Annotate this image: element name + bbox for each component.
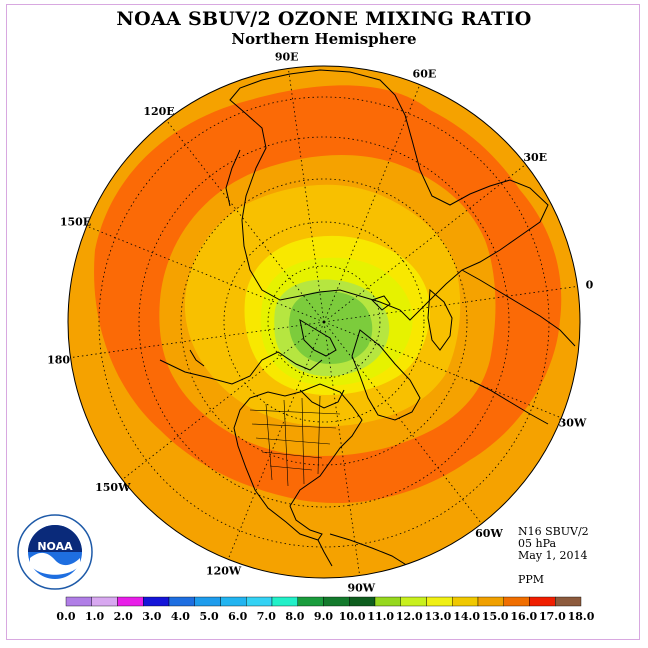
color-scale-swatch <box>555 596 582 607</box>
noaa-logo: NOAA <box>17 514 93 590</box>
color-scale-swatch <box>349 596 376 607</box>
color-scale-label: 12.0 <box>396 610 423 623</box>
longitude-label: 0 <box>586 279 594 292</box>
color-scale-swatch <box>143 596 170 607</box>
coast-arctic-islands <box>299 318 337 357</box>
color-scale-swatch <box>117 596 144 607</box>
color-scale-swatch <box>400 596 427 607</box>
coast-svalbard <box>371 295 391 311</box>
color-scale-label: 0.0 <box>56 610 75 623</box>
color-scale-label: 10.0 <box>339 610 366 623</box>
color-scale-label: 5.0 <box>200 610 219 623</box>
longitude-label: 120E <box>143 105 174 118</box>
info-date: May 1, 2014 <box>518 549 588 562</box>
color-scale-swatch <box>477 596 504 607</box>
color-scale-label: 4.0 <box>171 610 190 623</box>
longitude-label: 30E <box>523 151 547 164</box>
longitude-label: 90W <box>347 581 375 594</box>
color-scale-label: 11.0 <box>367 610 394 623</box>
longitude-label: 120W <box>206 565 242 578</box>
info-units: PPM <box>518 573 545 586</box>
lat-circle-5 <box>98 96 550 548</box>
lat-circle-4 <box>138 136 510 508</box>
lat-circle-1 <box>267 265 381 379</box>
color-scale-label: 6.0 <box>228 610 247 623</box>
longitude-label: 30W <box>559 416 587 429</box>
color-scale-swatch <box>168 596 195 607</box>
color-scale-swatch <box>426 596 453 607</box>
coast-hudson-bay <box>299 389 345 409</box>
color-scale-label: 15.0 <box>482 610 509 623</box>
longitude-label: 90E <box>275 51 299 64</box>
info-level: 05 hPa <box>518 537 557 550</box>
color-scale-label: 1.0 <box>85 610 104 623</box>
coast-alaska <box>159 351 323 385</box>
coast-north-america <box>233 383 363 541</box>
color-scale-swatch <box>194 596 221 607</box>
longitude-label: 60E <box>413 68 437 81</box>
info-satellite: N16 SBUV/2 <box>518 525 589 538</box>
color-scale-swatch <box>529 596 556 607</box>
color-scale-labels: 0.0 1.0 2.0 3.0 4.0 5.0 6.0 7.0 8.0 9.0 10.0 11.0 12… <box>56 610 594 623</box>
longitude-labels: 90E 120E 60E 150E 30E 180 0 150W 30W 120W 60W 90W <box>47 51 593 595</box>
color-scale-label: 7.0 <box>257 610 276 623</box>
color-scale-swatch <box>374 596 401 607</box>
color-scale-swatch <box>271 596 298 607</box>
color-scale-label: 17.0 <box>539 610 566 623</box>
color-scale-swatch <box>65 596 92 607</box>
longitude-label: 150W <box>95 481 131 494</box>
latitude-circles <box>98 96 550 548</box>
color-scale <box>65 596 582 607</box>
color-scale-label: 14.0 <box>453 610 480 623</box>
longitude-label: 150E <box>60 216 91 229</box>
map-frame <box>6 4 640 640</box>
color-scale-label: 16.0 <box>510 610 537 623</box>
color-scale-swatch <box>323 596 350 607</box>
color-scale-swatch <box>503 596 530 607</box>
lat-circle-2 <box>223 221 425 423</box>
color-scale-label: 9.0 <box>314 610 333 623</box>
page-title: NOAA SBUV/2 OZONE MIXING RATIO <box>116 8 532 30</box>
color-scale-label: 3.0 <box>142 610 161 623</box>
longitude-label: 180 <box>47 353 70 366</box>
noaa-logo-text: NOAA <box>37 540 73 553</box>
page-subtitle: Northern Hemisphere <box>231 30 417 48</box>
color-scale-swatch <box>220 596 247 607</box>
color-scale-label: 18.0 <box>568 610 595 623</box>
color-scale-swatch <box>452 596 479 607</box>
state-borders <box>249 395 341 487</box>
longitude-label: 60W <box>475 527 503 540</box>
coast-greenland <box>351 329 421 421</box>
color-scale-label: 2.0 <box>114 610 133 623</box>
color-scale-label: 8.0 <box>285 610 304 623</box>
color-scale-label: 13.0 <box>425 610 452 623</box>
coast-eurasia <box>229 69 549 321</box>
color-scale-swatch <box>246 596 273 607</box>
map-border <box>67 65 581 579</box>
color-scale-swatch <box>297 596 324 607</box>
lat-circle-3 <box>180 178 468 466</box>
color-scale-swatch <box>91 596 118 607</box>
